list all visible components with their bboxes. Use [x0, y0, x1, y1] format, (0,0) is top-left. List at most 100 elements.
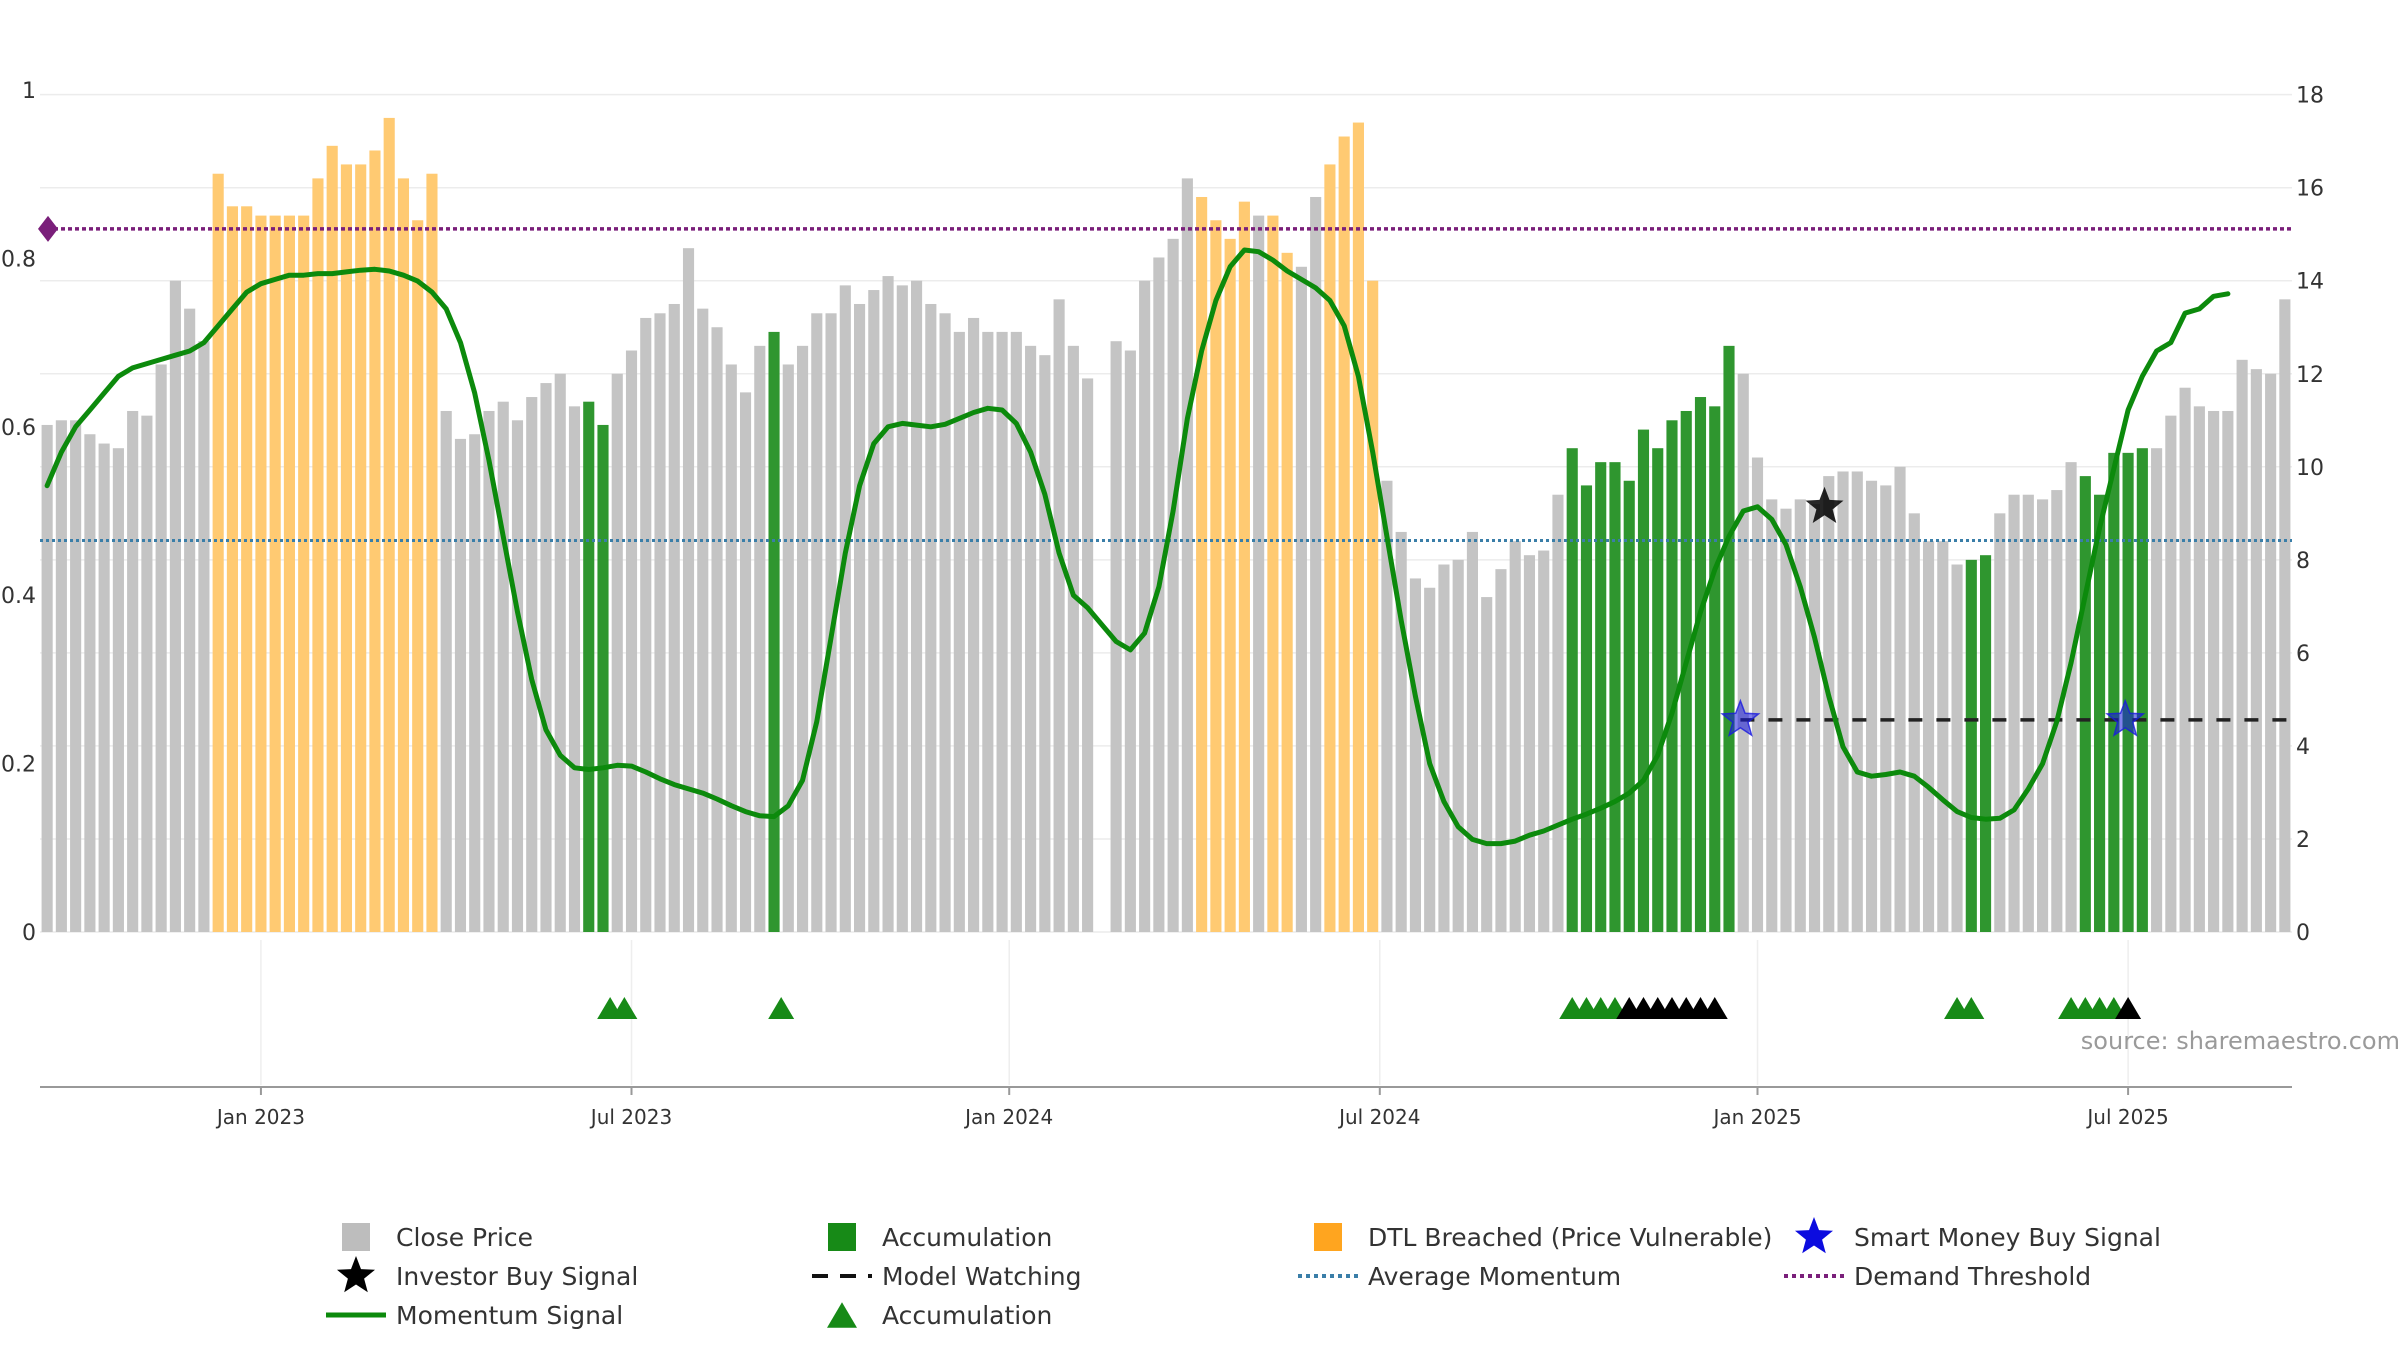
legend: Close Price Accumulation DTL Breached (Pri…: [326, 1217, 2161, 1330]
accumulation-triangle: [768, 996, 795, 1020]
close-price-bar: [1509, 541, 1521, 932]
legend-star: [337, 1256, 375, 1293]
x-tick-label: Jan 2025: [1711, 1105, 1801, 1129]
right-tick-label: 18: [2296, 84, 2324, 109]
right-tick-label: 0: [2296, 921, 2310, 946]
close-price-bar: [169, 280, 181, 933]
close-price-bar: [1310, 196, 1322, 933]
close-price-bar: [1253, 215, 1265, 933]
accumulation-bar: [1694, 397, 1707, 932]
legend-item: Smart Money Buy Signal: [1795, 1217, 2161, 1254]
left-tick-label: 0.2: [1, 753, 36, 778]
left-tick-label: 0.6: [1, 416, 36, 441]
close-price-bar: [1865, 480, 1878, 932]
price-bars: [41, 117, 2291, 933]
close-price-bar: [968, 317, 980, 932]
dtl-bar: [298, 215, 310, 933]
legend-label: DTL Breached (Price Vulnerable): [1368, 1223, 1772, 1252]
legend-label: Average Momentum: [1368, 1262, 1621, 1291]
close-price-bar: [1181, 178, 1193, 932]
accumulation-bar: [1652, 448, 1664, 932]
close-price-bar: [84, 434, 96, 932]
close-price-bar: [882, 276, 894, 933]
dtl-bar: [340, 164, 352, 932]
dtl-bar: [1367, 280, 1379, 933]
smart-money-buy-star: [2105, 698, 2146, 737]
dtl-bar: [1267, 215, 1279, 933]
close-price-bar: [1110, 341, 1122, 932]
accumulation-bar: [2136, 448, 2148, 932]
close-price-bar: [2037, 499, 2049, 932]
accumulation-bar: [1723, 345, 1735, 932]
close-price-bar: [1737, 373, 1749, 932]
close-price-bar: [112, 448, 124, 932]
close-price-bar: [796, 345, 809, 932]
close-price-bar: [1837, 471, 1849, 932]
close-price-bar: [1124, 350, 1136, 932]
legend-label: Smart Money Buy Signal: [1854, 1223, 2161, 1252]
close-price-bar: [2236, 359, 2248, 932]
legend-item: Model Watching: [812, 1262, 1082, 1291]
close-price-bar: [1466, 531, 1478, 932]
legend-label: Model Watching: [882, 1262, 1082, 1291]
close-price-bar: [2279, 299, 2291, 933]
close-price-bar: [1994, 513, 2006, 932]
close-price-bar: [2008, 494, 2020, 932]
close-price-bar: [854, 303, 866, 932]
left-tick-label: 0.8: [1, 247, 36, 272]
close-price-bar: [511, 420, 524, 932]
accumulation-triangle: [611, 996, 638, 1020]
dtl-bar: [255, 215, 267, 933]
dtl-bar: [226, 206, 238, 933]
x-tick-label: Jan 2023: [215, 1105, 305, 1129]
investor-buy-star: [1805, 486, 1844, 523]
dtl-bar: [1224, 238, 1236, 933]
dtl-bar: [1352, 122, 1364, 932]
close-price-bar: [540, 383, 552, 932]
close-price-bar: [1780, 508, 1792, 932]
close-price-bar: [1794, 499, 1806, 932]
legend-label: Demand Threshold: [1854, 1262, 2091, 1291]
close-price-bar: [1523, 555, 1536, 932]
close-price-bar: [1951, 564, 1963, 932]
close-price-bar: [1894, 466, 1906, 932]
dtl-bar: [326, 145, 338, 932]
close-price-bar: [1438, 564, 1450, 932]
close-price-bar: [939, 313, 951, 932]
legend-item: Investor Buy Signal: [337, 1256, 638, 1293]
close-price-bar: [668, 303, 680, 932]
dtl-bar: [283, 215, 295, 933]
dtl-bar: [269, 215, 281, 933]
close-price-bar: [868, 290, 880, 932]
accumulation-bar: [1595, 462, 1607, 932]
legend-swatch: [1314, 1223, 1342, 1251]
close-price-bar: [1167, 238, 1179, 933]
accumulation-triangle: [1958, 996, 1985, 1020]
legend-item: Demand Threshold: [1784, 1262, 2091, 1291]
close-price-bar: [697, 308, 709, 932]
accumulation-bar: [1980, 555, 1992, 932]
legend-item: Average Momentum: [1298, 1262, 1621, 1291]
close-price-bar: [2022, 494, 2034, 932]
close-price-bar: [184, 308, 196, 932]
legend-item: Accumulation: [828, 1223, 1052, 1252]
close-price-bar: [2222, 410, 2234, 933]
dtl-bar: [397, 178, 410, 932]
close-price-bar: [725, 364, 737, 933]
accumulation-bar: [597, 424, 609, 932]
close-price-bar: [811, 313, 823, 932]
demand-threshold-marker: [38, 215, 58, 242]
close-price-bar: [1937, 541, 1949, 932]
close-price-bar: [896, 285, 908, 932]
close-price-bar: [1766, 499, 1778, 932]
momentum-signal-path: [44, 247, 2231, 847]
close-price-bar: [2151, 448, 2163, 932]
dtl-bar: [1210, 220, 1222, 932]
right-tick-label: 16: [2296, 177, 2324, 202]
close-price-bar: [2208, 410, 2220, 933]
close-price-bar: [41, 424, 53, 932]
legend-item: Accumulation: [827, 1301, 1052, 1330]
close-price-bar: [1851, 471, 1863, 932]
legend-item: DTL Breached (Price Vulnerable): [1314, 1223, 1772, 1252]
